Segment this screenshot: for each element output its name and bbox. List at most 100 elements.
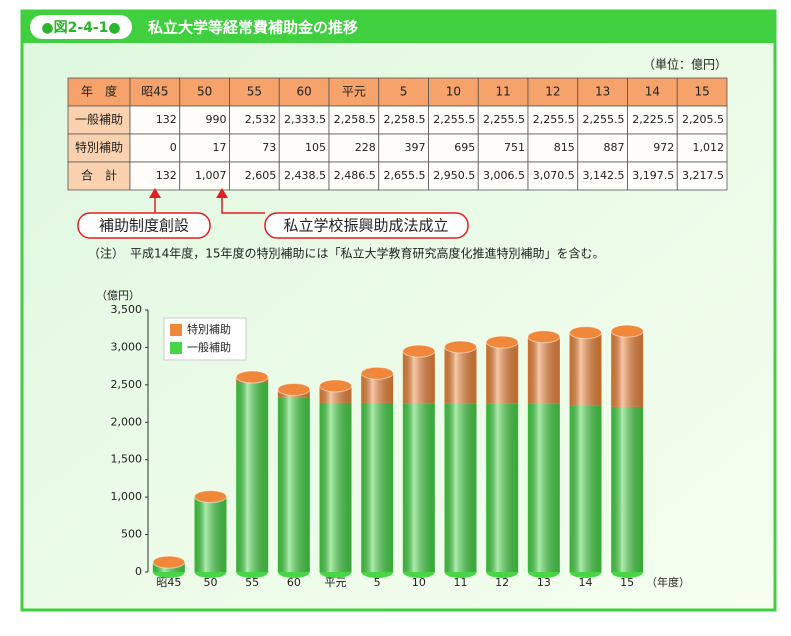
cell-text: 2,532	[245, 113, 277, 126]
y-tick-label: 0	[135, 565, 142, 578]
cell-text: 887	[604, 141, 625, 154]
cell	[676, 105, 728, 135]
x-tick-label: 12	[495, 576, 509, 589]
row-label: 一般補助	[75, 112, 123, 127]
header-cell	[428, 77, 479, 107]
x-tick-label: 15	[620, 576, 634, 589]
x-tick-label: 11	[454, 576, 468, 589]
header-cell	[278, 77, 330, 107]
cell-text: 2,255.5	[583, 113, 625, 126]
bar-shade	[361, 402, 394, 572]
cell	[428, 161, 479, 191]
cell-text: 3,006.5	[483, 169, 525, 182]
cell-text: 2,486.5	[334, 169, 376, 182]
table: 年 度 昭45 50 55 60 平元 5 10 11 12 13 14 15 一般補助 132 990 2,5…	[67, 77, 728, 191]
bar-cap	[527, 330, 561, 344]
arrow	[221, 196, 265, 214]
cell-text: 2,255.5	[533, 113, 575, 126]
header-cell	[328, 77, 380, 107]
x-tick-label: 5	[374, 576, 381, 589]
header-cell	[676, 77, 728, 107]
header-text: 11	[495, 85, 510, 99]
cell-text: 972	[653, 141, 674, 154]
bar-cap	[402, 344, 436, 358]
cell	[229, 161, 280, 191]
cell	[129, 133, 181, 163]
cell-text: 1,007	[195, 169, 227, 182]
x-tick-label: 昭45	[156, 576, 181, 589]
cell	[527, 105, 579, 135]
header-cell	[229, 77, 280, 107]
y-tick-label: 3,000	[111, 340, 143, 353]
header-text: 10	[446, 85, 461, 99]
arrowhead	[216, 188, 228, 198]
bar-shade	[527, 403, 560, 572]
cell	[278, 133, 330, 163]
x-axis-label: （年度）	[646, 575, 690, 589]
cell	[527, 161, 579, 191]
cell-text: 695	[454, 141, 475, 154]
legend-swatch	[170, 342, 182, 354]
bar-shade	[569, 332, 602, 406]
bar-shade	[319, 402, 352, 572]
bar-shade	[194, 497, 227, 572]
header-bar	[22, 11, 775, 43]
cell-text: 2,258.5	[384, 113, 426, 126]
x-tick-label: 50	[204, 576, 218, 589]
bar-shade	[569, 405, 602, 572]
legend-label: 特別補助	[187, 322, 231, 336]
callout-box	[264, 212, 469, 239]
header-text: 60	[296, 85, 311, 99]
cell-text: 73	[262, 141, 276, 154]
arrowhead	[149, 188, 161, 198]
row-header-cell	[67, 161, 131, 191]
y-tick-label: 3,500	[111, 303, 143, 316]
bar-shade	[402, 403, 435, 572]
cell-text: 0	[170, 141, 177, 154]
chart: 0 500 1,000 1,500 2,000 2,500 3,000 3,500 昭45 50 5…	[111, 303, 644, 589]
cell-text: 2,950.5	[433, 169, 475, 182]
cell-text: 132	[156, 169, 177, 182]
row-label: 特別補助	[75, 140, 123, 155]
cell-text: 1,012	[693, 141, 725, 154]
cell	[676, 161, 728, 191]
cell-text: 990	[206, 113, 227, 126]
cell	[577, 133, 628, 163]
header-text: 55	[247, 85, 262, 99]
bar-cap	[194, 490, 227, 504]
bar-cap	[277, 382, 311, 396]
x-tick-label: 13	[537, 576, 551, 589]
cell	[577, 105, 628, 135]
header-text: 5	[400, 85, 408, 99]
cell	[378, 133, 429, 163]
y-tick-label: 1,500	[111, 453, 143, 466]
title: 私立大学等経常費補助金の推移	[147, 19, 358, 37]
cell	[328, 161, 380, 191]
cell	[577, 161, 628, 191]
x-tick-label: 14	[579, 576, 593, 589]
bar-shade	[611, 331, 644, 407]
cell	[179, 161, 230, 191]
cell-text: 3,197.5	[632, 169, 674, 182]
cell-text: 2,655.5	[384, 169, 426, 182]
bar-cap	[235, 370, 269, 384]
cell	[477, 133, 529, 163]
y-axis-label: （億円）	[96, 289, 140, 302]
header-text: 14	[645, 85, 660, 99]
cell	[527, 133, 579, 163]
bar-shade	[486, 342, 519, 404]
cell-text: 2,255.5	[483, 113, 525, 126]
cell	[229, 105, 280, 135]
x-tick-label: 10	[412, 576, 426, 589]
x-tick-label: 60	[287, 576, 301, 589]
bar-shade	[527, 336, 560, 404]
header-text: 15	[694, 85, 709, 99]
cell	[627, 133, 678, 163]
header-text: 平元	[342, 85, 366, 99]
x-tick-label: 平元	[325, 576, 347, 589]
header-cell	[577, 77, 628, 107]
cell	[328, 133, 380, 163]
note: （注） 平成14年度，15年度の特別補助には「私立大学教育研究高度化推進特別補助…	[88, 246, 605, 261]
y-tick-label: 500	[121, 528, 142, 541]
